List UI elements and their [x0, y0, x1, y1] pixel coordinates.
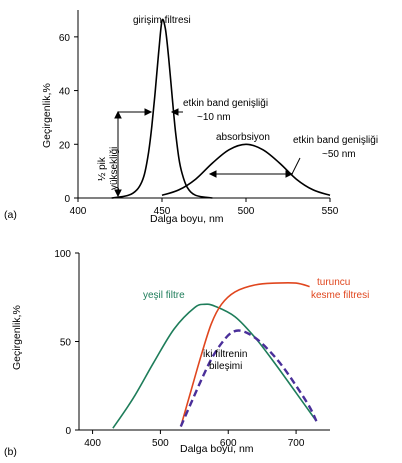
panel-a-x-tick-label: 500	[238, 206, 255, 217]
panel-b-x-tick-label: 400	[84, 438, 101, 449]
combination-label-1: iki filtrenin	[203, 349, 247, 360]
panel-a-series-absorbsiyon	[161, 143, 331, 197]
panel-b-series-ye-il-filtre	[112, 303, 318, 429]
panel-b-x-tick-label: 500	[152, 438, 169, 449]
panel-b-x-tick-label: 700	[288, 438, 305, 449]
panel-a-label: (a)	[4, 209, 17, 221]
orange-filter-label-2: kesme filtresi	[311, 290, 369, 301]
panel-b-y-label: Geçirgenlik,%	[11, 305, 23, 370]
half-peak-label-2: yüksekliği	[109, 147, 120, 190]
panel-a-x-tick-label: 400	[70, 206, 87, 217]
panel-a-x-label: Dalga boyu, nm	[150, 213, 224, 225]
orange-filter-label-1: turuncu	[317, 277, 350, 288]
panel-a-y-tick-label: 40	[59, 87, 71, 98]
panel-a: 400 450 500 550 0 20 40 60 Dalga boyu, nm Geçi…	[4, 10, 378, 225]
panel-b-label: (b)	[4, 446, 17, 458]
panel-a-y-tick-label: 20	[59, 140, 71, 151]
bandwidth-arrows-a	[114, 108, 301, 198]
bandwidth-value-1: ~10 nm	[197, 112, 231, 123]
green-filter-label: yeşil filtre	[143, 290, 185, 301]
panel-a-x-tick-label: 550	[322, 206, 339, 217]
half-peak-label-1: ½ pik	[97, 156, 108, 181]
bandwidth-label-2: etkin band genişliği	[293, 135, 378, 146]
panel-a-y-label: Geçirgenlik,%	[41, 83, 53, 148]
bandwidth-label-1: etkin band genişliği	[183, 98, 268, 109]
panel-b-x-tick-label: 600	[220, 438, 237, 449]
panel-b-x-label: Dalga boyu, nm	[180, 443, 254, 455]
panel-b: 400 500 600 700 0 50 100 Dalga boyu, nm Geçir…	[4, 249, 369, 458]
combination-label-2: bileşimi	[209, 361, 242, 372]
panel-a-y-tick-label: 60	[59, 33, 71, 44]
panel-b-y-tick-label: 100	[54, 249, 71, 260]
bandwidth-value-2: ~50 nm	[322, 149, 356, 160]
absorption-label: absorbsiyon	[216, 132, 270, 143]
interference-filter-label: girişim filtresi	[133, 15, 191, 26]
panel-b-series-turuncu-kesme-filtresi	[180, 281, 310, 427]
panel-a-x-tick-label: 450	[154, 206, 171, 217]
panel-a-series-giri-im-filtresi	[111, 18, 213, 199]
panel-b-y-tick-label: 0	[65, 426, 71, 437]
panel-b-y-tick-label: 50	[60, 338, 72, 349]
panel-b-series-iki-filtrenin-bile-imi	[179, 329, 318, 427]
panel-a-y-tick-label: 0	[64, 194, 70, 205]
